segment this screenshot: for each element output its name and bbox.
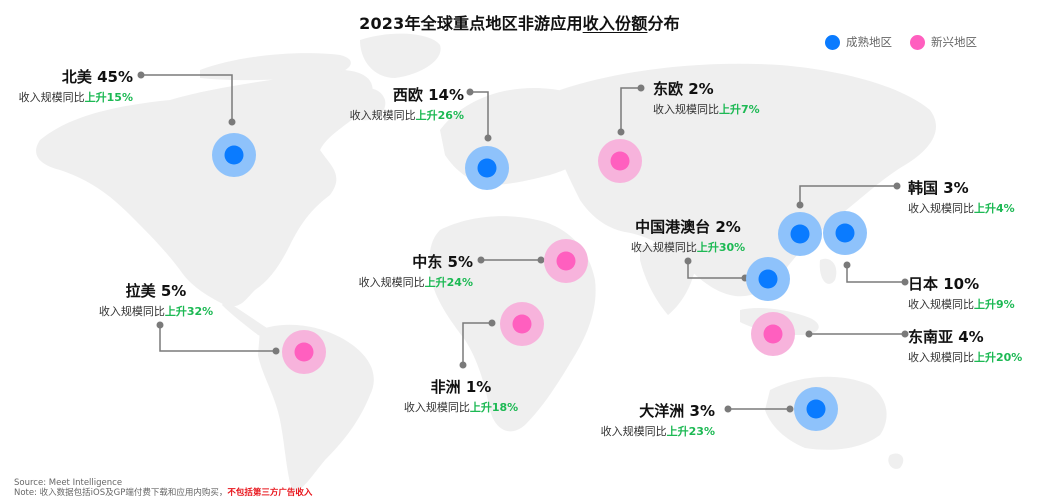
growth-prefix: 收入规模同比 (630, 241, 697, 254)
region-growth: 收入规模同比上升30% (628, 239, 748, 255)
marker-middle-east[interactable] (544, 239, 588, 283)
region-name: 日本 10% (908, 275, 980, 293)
mature-dot-icon (825, 34, 840, 50)
region-growth: 收入规模同比上升7% (653, 101, 760, 117)
emerging-dot-icon (910, 34, 925, 50)
legend-item-emerging: 新兴地区 (910, 34, 977, 50)
growth-value: 上升20% (974, 351, 1023, 364)
growth-value: 上升18% (469, 401, 519, 414)
note-text: Note: 收入数据包括iOS及GP端付费下载和应用内购买， (14, 488, 228, 498)
growth-value: 上升7% (719, 103, 760, 116)
chart-title: 2023年全球重点地区非游应用收入份额分布 (0, 10, 1039, 34)
title-prefix: 2023年全球重点地区非游应用 (359, 14, 583, 33)
region-growth: 收入规模同比上升24% (359, 274, 473, 290)
label-western-europe: 西欧 14% 收入规模同比上升26% (350, 84, 464, 123)
marker-japan[interactable] (823, 211, 867, 255)
label-latin-america: 拉美 5% 收入规模同比上升32% (95, 280, 217, 319)
label-korea: 韩国 3% 收入规模同比上升4% (908, 177, 1015, 216)
growth-prefix: 收入规模同比 (358, 276, 425, 289)
growth-prefix: 收入规模同比 (653, 103, 719, 116)
label-africa: 非洲 1% 收入规模同比上升18% (400, 376, 522, 415)
region-name: 韩国 3% (908, 179, 969, 197)
region-name: 中国港澳台 2% (635, 218, 741, 236)
growth-prefix: 收入规模同比 (600, 425, 667, 438)
legend-item-mature: 成熟地区 (825, 34, 892, 50)
region-growth: 收入规模同比上升23% (601, 423, 715, 439)
legend: 成熟地区 新兴地区 (825, 34, 995, 50)
marker-korea[interactable] (778, 212, 822, 256)
title-suffix: 分布 (647, 14, 680, 33)
label-oceania: 大洋洲 3% 收入规模同比上升23% (601, 400, 715, 439)
marker-southeast-asia[interactable] (751, 312, 795, 356)
region-growth: 收入规模同比上升20% (908, 349, 1022, 365)
region-growth: 收入规模同比上升9% (908, 296, 1015, 312)
legend-label-emerging: 新兴地区 (931, 35, 977, 49)
title-underlined: 收入份额 (582, 14, 648, 33)
growth-prefix: 收入规模同比 (349, 109, 416, 122)
label-japan: 日本 10% 收入规模同比上升9% (908, 273, 1015, 312)
footer-notes: Source: Meet Intelligence Note: 收入数据包括iO… (14, 478, 312, 498)
growth-value: 上升30% (696, 241, 746, 254)
marker-western-europe[interactable] (465, 146, 509, 190)
region-growth: 收入规模同比上升15% (19, 89, 133, 105)
label-china-hk-mo-tw: 中国港澳台 2% 收入规模同比上升30% (628, 216, 748, 255)
growth-value: 上升32% (164, 305, 214, 318)
marker-eastern-europe[interactable] (598, 139, 642, 183)
region-name: 拉美 5% (125, 282, 187, 300)
growth-value: 上升15% (84, 91, 133, 104)
label-middle-east: 中东 5% 收入规模同比上升24% (359, 251, 473, 290)
label-eastern-europe: 东欧 2% 收入规模同比上升7% (653, 78, 760, 117)
growth-prefix: 收入规模同比 (908, 298, 974, 311)
growth-value: 上升24% (424, 276, 473, 289)
region-growth: 收入规模同比上升18% (400, 399, 522, 415)
growth-prefix: 收入规模同比 (908, 351, 974, 364)
data-note: Note: 收入数据包括iOS及GP端付费下载和应用内购买，不包括第三方广告收入 (14, 488, 312, 498)
growth-value: 上升23% (666, 425, 715, 438)
legend-label-mature: 成熟地区 (846, 35, 892, 49)
growth-value: 上升9% (974, 298, 1015, 311)
region-growth: 收入规模同比上升32% (95, 303, 217, 319)
growth-value: 上升4% (974, 202, 1015, 215)
region-name: 东欧 2% (653, 80, 714, 98)
marker-north-america[interactable] (212, 133, 256, 177)
region-name: 中东 5% (412, 253, 473, 271)
marker-latin-america[interactable] (282, 330, 326, 374)
region-name: 东南亚 4% (908, 328, 984, 346)
region-growth: 收入规模同比上升26% (350, 107, 464, 123)
marker-oceania[interactable] (794, 387, 838, 431)
region-name: 非洲 1% (430, 378, 492, 396)
label-southeast-asia: 东南亚 4% 收入规模同比上升20% (908, 326, 1022, 365)
growth-prefix: 收入规模同比 (403, 401, 470, 414)
growth-value: 上升26% (415, 109, 464, 122)
region-name: 大洋洲 3% (639, 402, 715, 420)
region-name: 西欧 14% (392, 86, 464, 104)
growth-prefix: 收入规模同比 (18, 91, 85, 104)
growth-prefix: 收入规模同比 (908, 202, 974, 215)
marker-china-hk-mo-tw[interactable] (746, 257, 790, 301)
region-name: 北美 45% (61, 68, 133, 86)
growth-prefix: 收入规模同比 (98, 305, 165, 318)
marker-africa[interactable] (500, 302, 544, 346)
note-highlight: 不包括第三方广告收入 (227, 488, 313, 498)
region-growth: 收入规模同比上升4% (908, 200, 1015, 216)
label-north-america: 北美 45% 收入规模同比上升15% (19, 66, 133, 105)
source-note: Source: Meet Intelligence (14, 478, 123, 488)
